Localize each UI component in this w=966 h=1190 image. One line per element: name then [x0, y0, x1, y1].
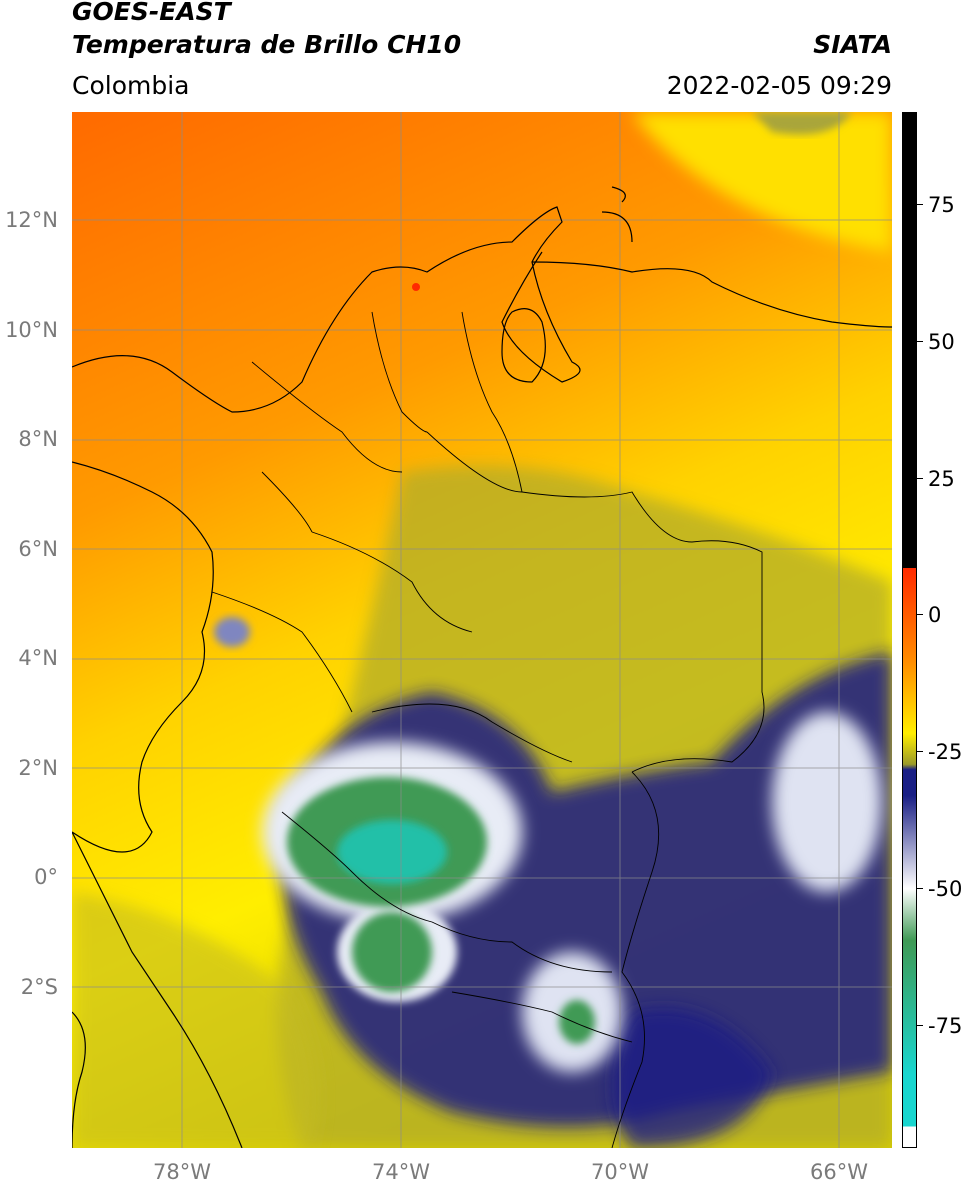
colorbar-tick-0 — [917, 614, 923, 615]
colorbar-label-75: 75 — [928, 193, 955, 217]
colorbar-tick-minus75 — [917, 1025, 923, 1026]
lake-maracaibo — [501, 308, 546, 383]
cloud-pacific — [214, 617, 250, 647]
cloud-caribbean — [632, 112, 892, 252]
cloud-sw-olive — [72, 892, 319, 1148]
lat-label-2n: 2°N — [18, 756, 58, 780]
datetime-label: 2022-02-05 09:29 — [666, 71, 892, 100]
agency-label: SIATA — [813, 30, 892, 59]
satellite-map — [72, 112, 892, 1148]
lat-label-0: 0° — [34, 865, 58, 889]
colorbar-label-minus50: -50 — [928, 877, 963, 901]
lon-label-74w: 74°W — [372, 1160, 430, 1184]
lat-label-4n: 4°N — [18, 646, 58, 670]
colorbar-label-minus25: -25 — [928, 740, 963, 764]
lon-label-78w: 78°W — [153, 1160, 211, 1184]
hotspot-sierra-nevada — [412, 283, 420, 291]
title-product: Temperatura de Brillo CH10 — [72, 30, 462, 59]
lon-label-66w: 66°W — [810, 1160, 868, 1184]
colorbar — [902, 112, 917, 1148]
political-borders — [211, 311, 765, 1148]
title-satellite: GOES-EAST — [72, 0, 231, 26]
cloud-core-green-2 — [352, 912, 432, 992]
colorbar-label-minus75: -75 — [928, 1014, 963, 1038]
region-label: Colombia — [72, 71, 190, 100]
colorbar-tick-minus25 — [917, 751, 923, 752]
map-canvas — [72, 112, 892, 1148]
colorbar-label-0: 0 — [928, 603, 942, 627]
lat-label-12n: 12°N — [5, 208, 58, 232]
lat-label-2s: 2°S — [20, 975, 58, 999]
colorbar-tick-minus50 — [917, 888, 923, 889]
convection-navy-se — [612, 1008, 772, 1148]
colorbar-tick-50 — [917, 341, 923, 342]
lat-label-6n: 6°N — [18, 537, 58, 561]
cloud-core-cyan — [337, 820, 447, 884]
lat-label-10n: 10°N — [5, 318, 58, 342]
lon-label-70w: 70°W — [591, 1160, 649, 1184]
colorbar-label-50: 50 — [928, 330, 955, 354]
colorbar-tick-25 — [917, 478, 923, 479]
lat-label-8n: 8°N — [18, 427, 58, 451]
coastlines — [72, 186, 892, 1148]
cloud-caribbean-olive — [752, 112, 852, 135]
colorbar-label-25: 25 — [928, 467, 955, 491]
cloud-core-green-3 — [559, 1000, 595, 1044]
cloud-top-white-3 — [772, 712, 882, 892]
colorbar-tick-75 — [917, 204, 923, 205]
